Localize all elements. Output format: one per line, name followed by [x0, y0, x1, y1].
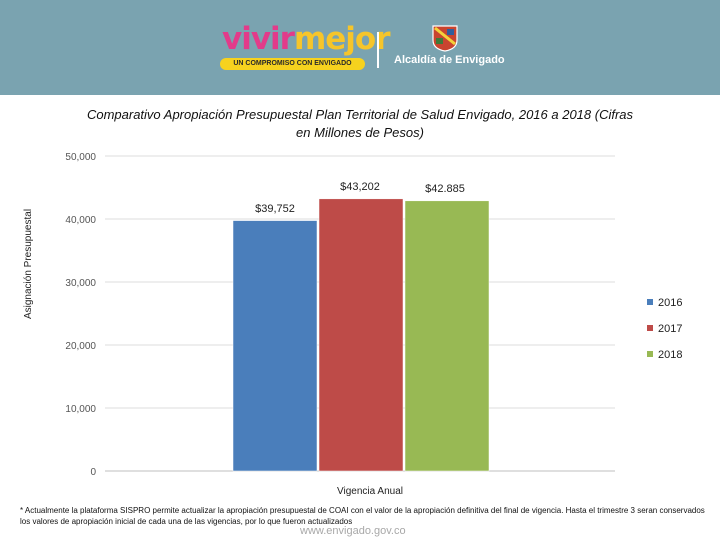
website-url: www.envigado.gov.co — [300, 525, 406, 537]
bar-chart: 0 10,000 20,000 30,000 40,000 50,000 $39,752 $4… — [23, 152, 682, 497]
vivir-mejor-logo: vivirmejor — [222, 21, 391, 57]
y-tick-label: 10,000 — [65, 404, 96, 415]
data-label-2018: $42.885 — [425, 183, 465, 195]
bar-2018 — [404, 200, 490, 472]
data-label-2016: $39,752 — [255, 203, 295, 215]
y-axis-title: Asignación Presupuestal — [23, 209, 34, 319]
header-banner: vivirmejor UN COMPROMISO CON ENVIGADO Al… — [0, 0, 720, 95]
bar-2016 — [232, 220, 318, 472]
logo-text-part2: mejor — [293, 21, 391, 57]
footnote: * Actualmente la plataforma SISPRO permi… — [20, 506, 705, 526]
municipality-name: Alcaldía de Envigado — [394, 54, 505, 66]
legend-label-2016: 2016 — [658, 297, 682, 309]
legend-swatch-2016 — [647, 299, 653, 305]
y-tick-label: 40,000 — [65, 215, 96, 226]
municipal-crest-icon — [432, 25, 458, 52]
legend-swatch-2018 — [647, 351, 653, 357]
bar-2017 — [318, 198, 404, 472]
y-tick-label: 30,000 — [65, 278, 96, 289]
legend-label-2018: 2018 — [658, 349, 682, 361]
legend-swatch-2017 — [647, 325, 653, 331]
data-label-2017: $43,202 — [340, 181, 380, 193]
logo-tagline: UN COMPROMISO CON ENVIGADO — [220, 58, 365, 70]
logo-divider — [377, 32, 379, 68]
y-tick-label: 0 — [90, 467, 96, 478]
legend-label-2017: 2017 — [658, 323, 682, 335]
chart-title: Comparativo Apropiación Presupuestal Pla… — [86, 107, 634, 140]
x-axis-title: Vigencia Anual — [337, 486, 403, 497]
y-tick-label: 50,000 — [65, 152, 96, 163]
logo-text-part1: vivir — [222, 21, 295, 57]
y-tick-label: 20,000 — [65, 341, 96, 352]
